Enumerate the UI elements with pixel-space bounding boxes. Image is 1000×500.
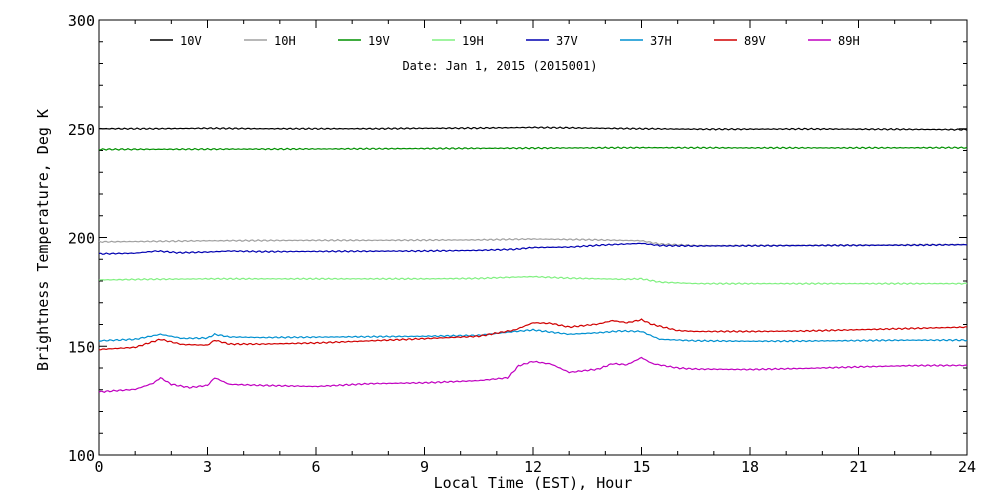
- legend-label-37v: 37V: [556, 34, 578, 48]
- legend-label-19h: 19H: [462, 34, 484, 48]
- y-tick-label: 100: [68, 447, 95, 465]
- legend-label-37h: 37H: [650, 34, 672, 48]
- y-tick-label: 300: [68, 12, 95, 30]
- x-tick-label: 21: [849, 458, 867, 476]
- x-tick-label: 18: [741, 458, 759, 476]
- series-line-37v: [98, 242, 968, 255]
- x-tick-label: 15: [632, 458, 650, 476]
- series-lines: [98, 126, 968, 393]
- x-tick-label: 24: [958, 458, 976, 476]
- legend: 10V 10H 19V 19H 37V 37H 89V 89H: [150, 34, 860, 48]
- y-tick-label: 250: [68, 121, 95, 139]
- series-line-10v: [98, 126, 968, 131]
- y-axis-title: Brightness Temperature, Deg K: [34, 109, 52, 371]
- y-tick-label: 200: [68, 230, 95, 248]
- date-label: Date: Jan 1, 2015 (2015001): [402, 59, 597, 73]
- x-axis-title: Local Time (EST), Hour: [434, 474, 633, 492]
- x-tick-label: 6: [311, 458, 320, 476]
- legend-label-89h: 89H: [838, 34, 860, 48]
- legend-label-89v: 89V: [744, 34, 766, 48]
- series-line-89h: [98, 356, 968, 393]
- series-line-19h: [98, 275, 968, 285]
- legend-label-10v: 10V: [180, 34, 202, 48]
- series-line-37h: [98, 328, 968, 343]
- y-tick-label: 150: [68, 338, 95, 356]
- legend-label-19v: 19V: [368, 34, 390, 48]
- series-line-89v: [98, 318, 967, 351]
- series-line-19v: [99, 146, 968, 151]
- plot-frame: [98, 19, 968, 456]
- x-tick-label: 9: [420, 458, 429, 476]
- axis-ticks: 0 3 6 9 12 15 18 21 24 100 150 200 250 300: [68, 12, 976, 476]
- legend-label-10h: 10H: [274, 34, 296, 48]
- x-tick-label: 12: [524, 458, 542, 476]
- x-tick-label: 0: [94, 458, 103, 476]
- x-tick-label: 3: [203, 458, 212, 476]
